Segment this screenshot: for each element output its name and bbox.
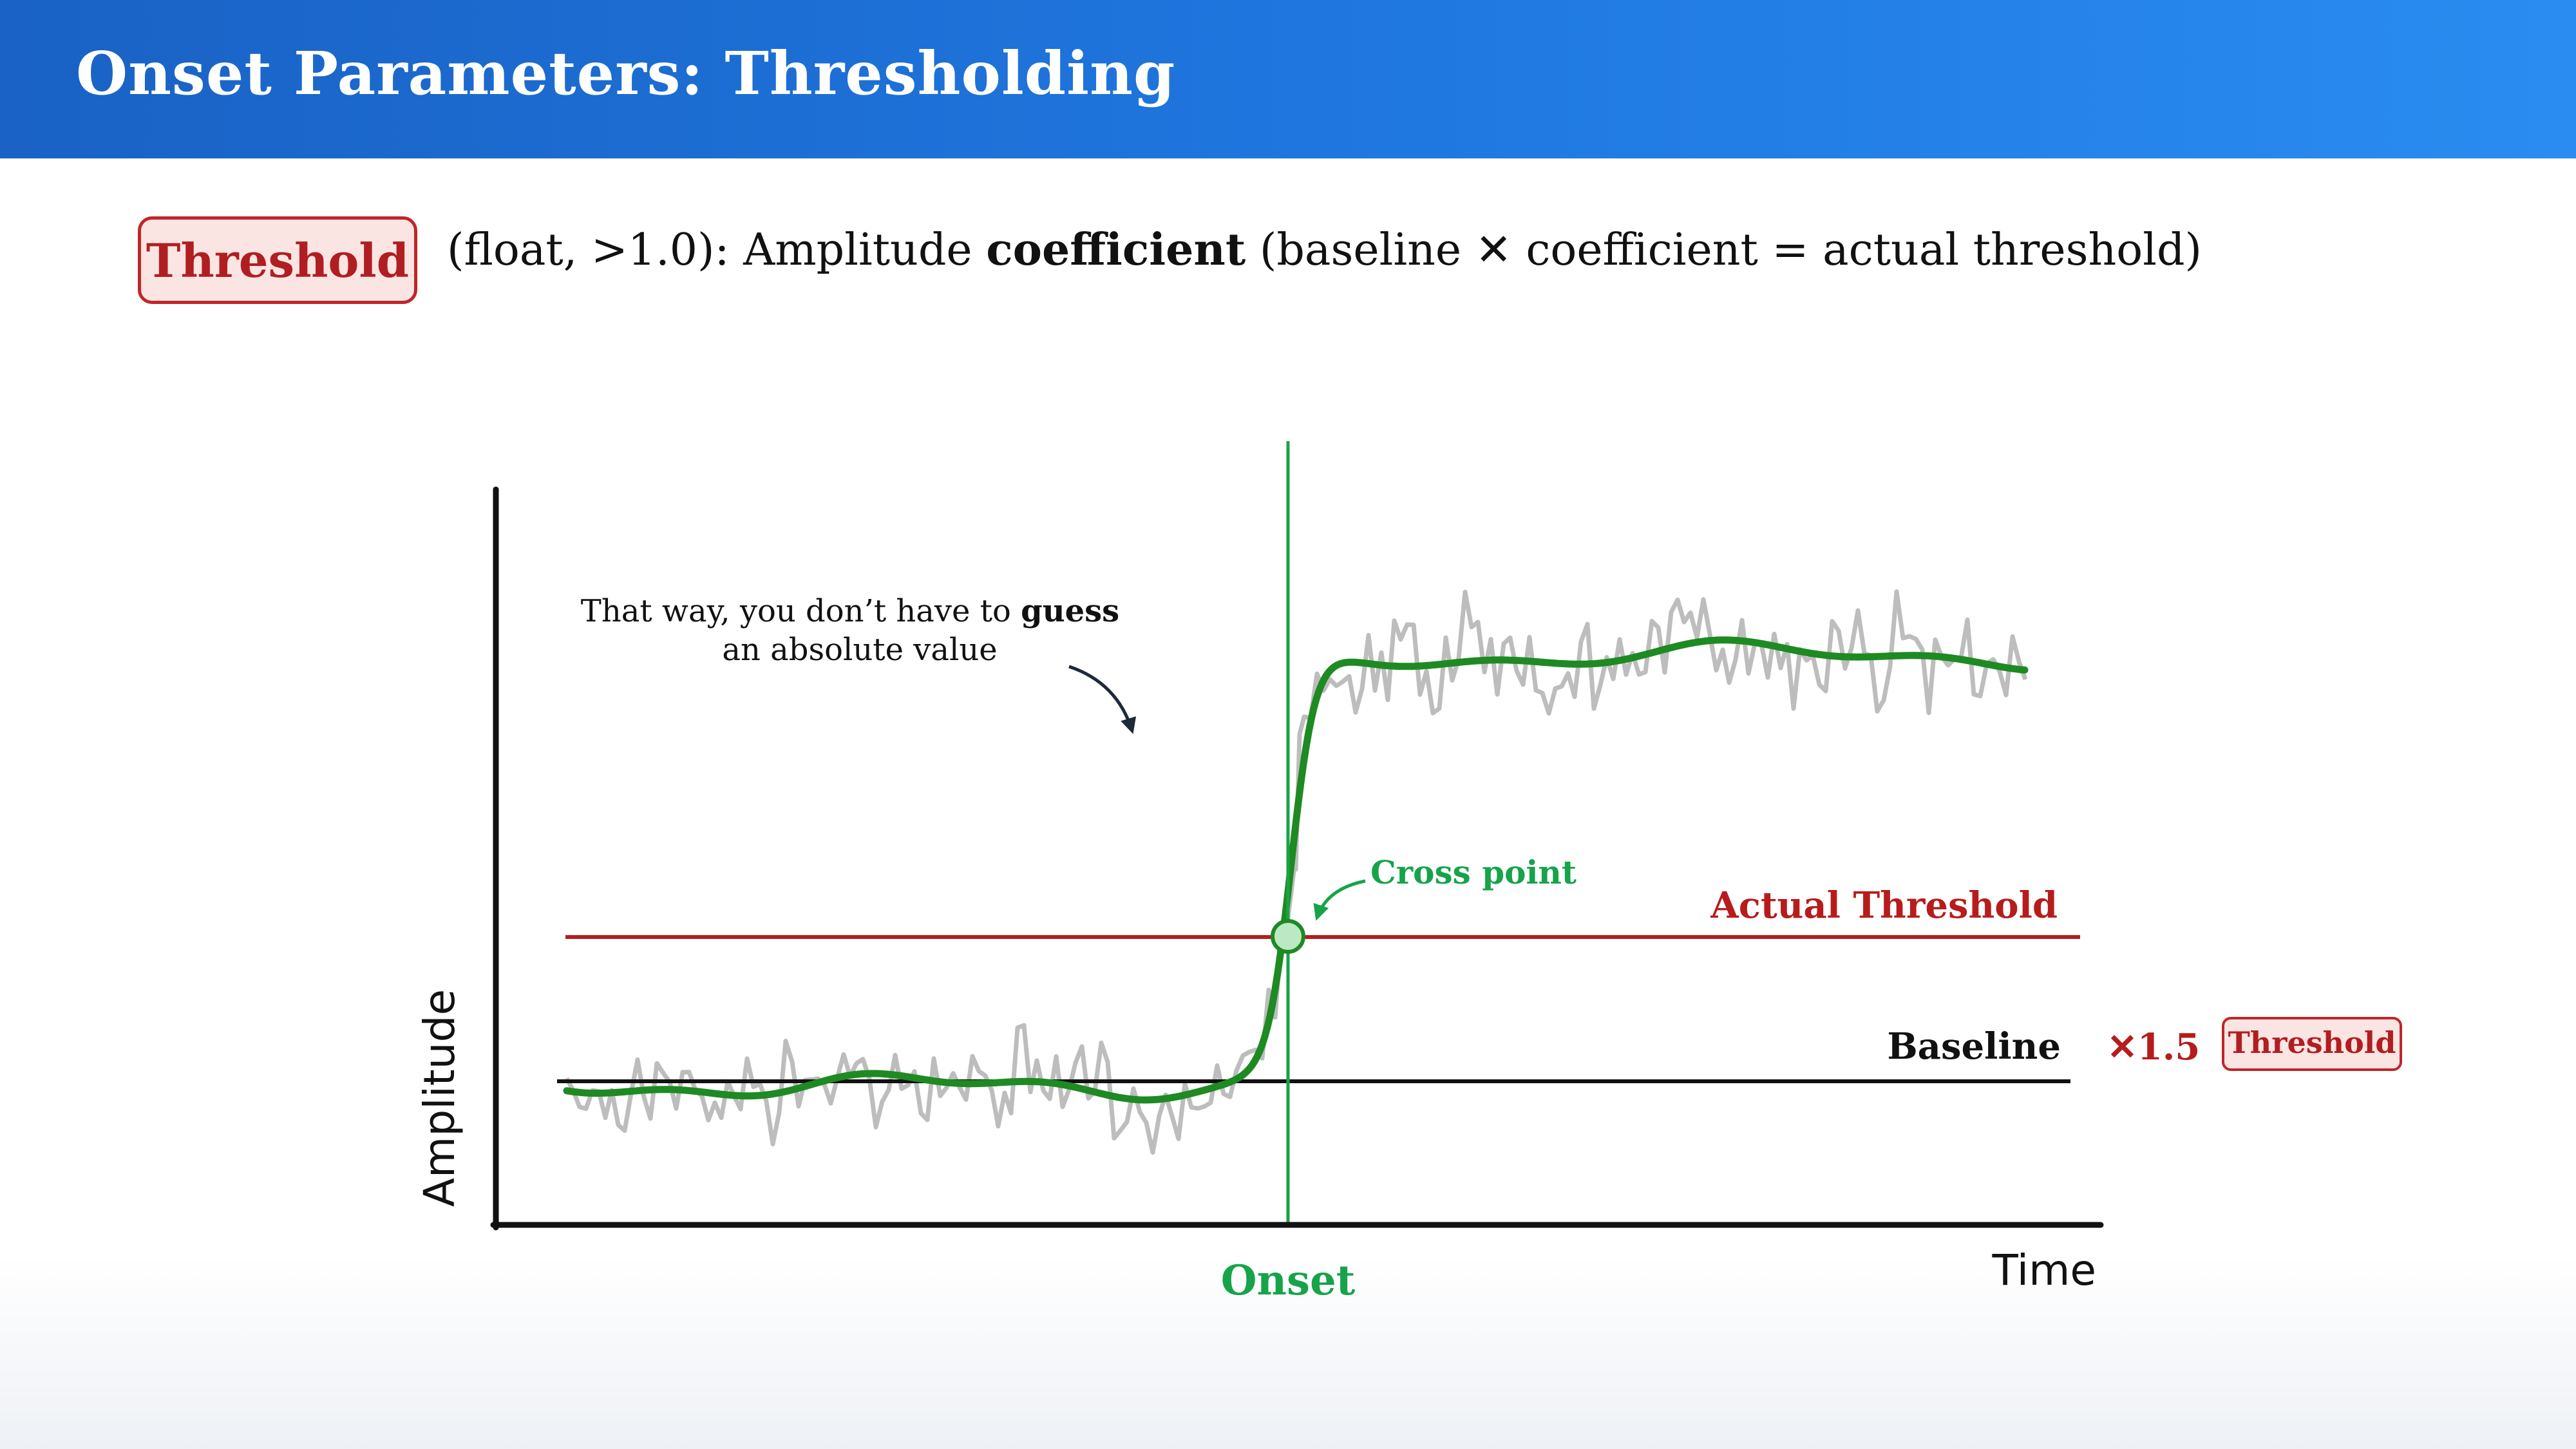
y-axis-label: Amplitude [415,989,464,1207]
description-prefix: (float, >1.0): Amplitude [447,225,987,276]
cross-point-marker [1271,919,1305,954]
note-text-line2: an absolute value [722,632,997,668]
note-text-line1: That way, you don’t have to guess [581,593,1119,629]
threshold-tag-box [2222,1017,2402,1071]
parameter-description: (float, >1.0): Amplitude coefficient (ba… [447,224,2202,276]
multiplier-label: ✕1.5 [2107,1026,2200,1068]
note-prefix: That way, you don’t have to [581,593,1021,629]
note-arrow [1068,665,1137,734]
raw-signal-trace [564,589,2028,1155]
slide-title: Onset Parameters: Thresholding [76,39,1176,108]
note-keyword: guess [1021,593,1119,629]
onset-label: Onset [1221,1256,1356,1305]
description-keyword: coefficient [986,224,1246,276]
description-suffix: (baseline ✕ coefficient = actual thresho… [1245,225,2202,276]
threshold-tag-label: Threshold [2228,1025,2396,1060]
baseline-label: Baseline [1887,1025,2061,1068]
x-axis-label: Time [1991,1245,2096,1295]
cross-point-arrow [1313,879,1366,921]
background-fade [0,1256,2576,1449]
title-bar: Onset Parameters: Thresholding [0,0,2576,158]
actual-threshold-label: Actual Threshold [1710,884,2058,927]
threshold-parameter-badge: Threshold [138,216,417,304]
smoothed-signal-trace [563,636,2029,1104]
cross-point-label: Cross point [1370,853,1577,891]
